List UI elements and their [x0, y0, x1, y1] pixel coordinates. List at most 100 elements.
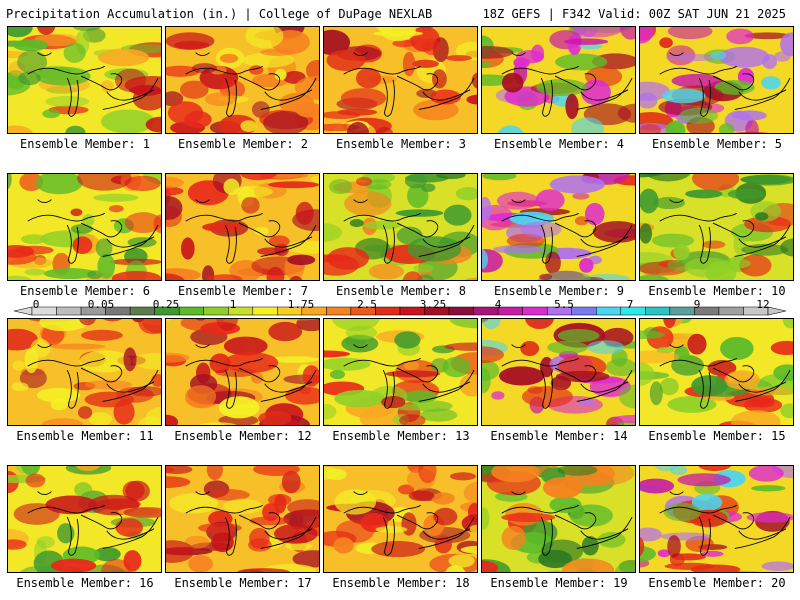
coastline-outline — [66, 224, 79, 264]
coastline-outline — [224, 369, 237, 409]
precip-blob — [268, 181, 319, 189]
ensemble-member-label: Ensemble Member: 5 — [651, 137, 783, 151]
precip-blob — [204, 92, 237, 107]
ensemble-member-map — [481, 465, 636, 573]
precip-blob — [702, 240, 726, 249]
precip-blob — [497, 125, 524, 133]
ensemble-member-label: Ensemble Member: 16 — [16, 576, 154, 590]
coastline-outline — [554, 220, 597, 238]
precip-blob — [268, 493, 292, 506]
precip-blob — [496, 191, 539, 210]
precip-blob — [268, 235, 290, 248]
coastline-outline — [37, 52, 52, 56]
precip-blob — [249, 516, 289, 526]
coastline-outline — [353, 52, 368, 56]
precip-blob — [460, 545, 477, 554]
precip-blob — [578, 399, 596, 406]
precip-blob — [493, 245, 544, 254]
coastline-outline — [396, 512, 439, 530]
colorbar-tick-label: 7 — [626, 298, 634, 311]
precip-blob — [543, 476, 583, 499]
precip-blob — [751, 485, 786, 492]
precip-blob — [8, 245, 34, 258]
precip-blob — [219, 53, 239, 64]
precip-blob — [501, 72, 524, 93]
precip-blob — [81, 329, 123, 341]
colorbar-right-arrow — [767, 306, 787, 316]
precip-blob — [302, 365, 319, 387]
precip-blob — [35, 66, 91, 86]
precip-blob — [692, 174, 740, 191]
precip-blob — [111, 270, 161, 280]
precip-blob — [381, 396, 406, 409]
precip-blob — [45, 495, 98, 515]
ensemble-member-map — [639, 26, 794, 134]
colorbar-segment — [252, 306, 278, 316]
precip-blob — [114, 68, 147, 92]
precip-blob — [667, 396, 717, 413]
precip-blob — [326, 49, 366, 71]
precip-blob — [392, 39, 416, 48]
precip-blob — [640, 362, 655, 386]
precip-blob — [762, 54, 778, 70]
precip-blob — [125, 480, 150, 502]
precip-blob — [618, 384, 635, 409]
coastline-outline — [418, 224, 475, 257]
precip-blob — [747, 386, 792, 396]
precip-blob — [619, 27, 635, 40]
precip-blob — [287, 499, 319, 516]
precip-blob — [569, 504, 613, 527]
precip-blob — [649, 381, 663, 406]
precip-blob — [498, 366, 545, 386]
colorbar-segment — [669, 306, 695, 316]
precip-blob — [755, 212, 769, 221]
precip-blob — [687, 333, 707, 355]
coastline-outline — [382, 77, 395, 117]
precip-blob — [209, 489, 250, 501]
precip-blob — [166, 414, 179, 425]
ensemble-member-label: Ensemble Member: 3 — [335, 137, 467, 151]
precip-blob — [663, 319, 676, 329]
precip-blob — [482, 196, 492, 222]
precip-blob — [651, 233, 694, 248]
coastline-outline — [80, 220, 123, 238]
precip-blob — [691, 375, 728, 397]
coastline-outline — [185, 212, 263, 222]
coastline-outline — [698, 224, 711, 264]
precip-blob — [464, 277, 477, 280]
coastline-outline — [698, 77, 711, 117]
precip-blob — [166, 352, 190, 363]
precip-blob — [531, 44, 545, 63]
precip-blob — [640, 188, 659, 214]
precip-blob — [761, 561, 793, 572]
precip-blob — [115, 518, 143, 537]
precip-blob — [324, 29, 351, 56]
ensemble-member-map — [323, 26, 478, 134]
precip-blob — [555, 53, 608, 71]
ensemble-member-label: Ensemble Member: 20 — [648, 576, 786, 590]
ensemble-member-map — [323, 173, 478, 281]
precip-blob — [482, 319, 487, 324]
ensemble-member-label: Ensemble Member: 12 — [174, 429, 312, 443]
precip-blob — [482, 45, 514, 59]
precip-blob — [463, 481, 477, 504]
precip-blob — [142, 319, 161, 334]
coastline-outline — [343, 504, 421, 514]
precip-blob — [482, 319, 501, 330]
precip-blob — [482, 560, 499, 572]
precip-blob — [673, 244, 690, 261]
coastline-outline — [418, 77, 475, 110]
precip-blob — [444, 342, 477, 351]
precip-blob — [97, 48, 150, 67]
precip-blob — [662, 88, 706, 104]
precip-blob — [101, 558, 131, 572]
precip-blob — [640, 223, 653, 244]
precip-blob — [21, 466, 41, 476]
precip-blob — [237, 568, 290, 572]
coastline-outline — [102, 369, 159, 402]
precip-blob — [166, 319, 173, 321]
precip-blob — [188, 555, 213, 572]
ensemble-member-map — [7, 465, 162, 573]
precip-blob — [640, 274, 670, 280]
precip-blob — [100, 80, 114, 93]
